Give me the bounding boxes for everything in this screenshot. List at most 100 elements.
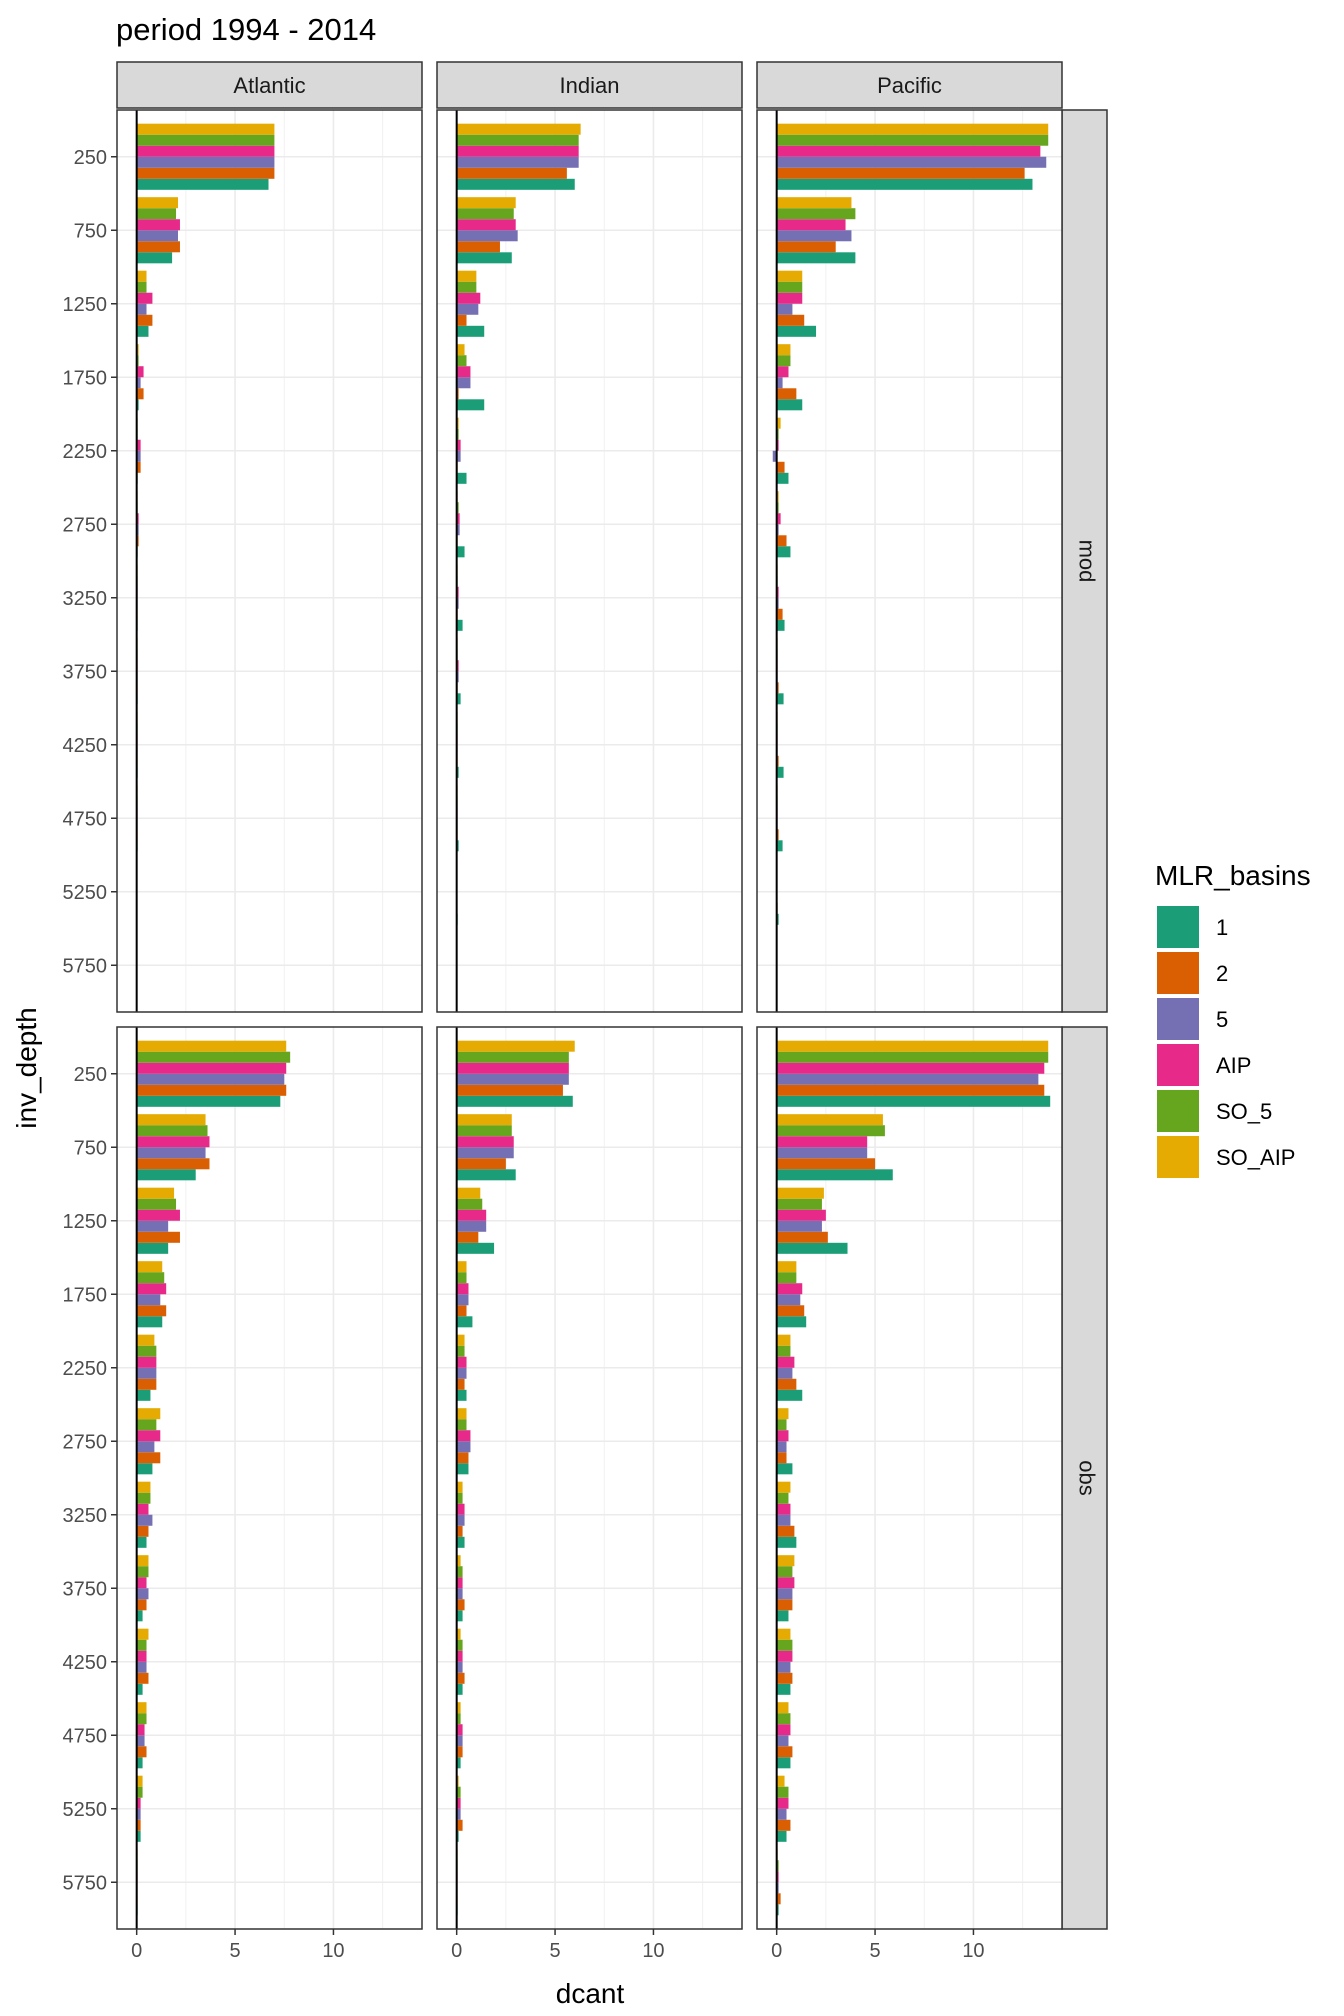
bar-5-3750 — [456, 1588, 463, 1600]
bar-5-250 — [456, 1073, 569, 1085]
bar-aip-1750 — [776, 366, 789, 378]
bar-aip-1250 — [776, 292, 803, 304]
bar-so_5-250 — [776, 1051, 1049, 1063]
bar-5-250 — [776, 156, 1047, 168]
bar-2-1750 — [136, 1305, 167, 1317]
bar-so_5-750 — [776, 1125, 885, 1137]
bar-5-250 — [456, 156, 579, 168]
bar-so_5-250 — [136, 134, 275, 146]
bar-5-2250 — [136, 450, 141, 462]
bar-1-2750 — [776, 1463, 793, 1475]
y-tick-label: 5250 — [63, 1799, 108, 1821]
bar-so_5-3250 — [456, 1492, 463, 1504]
legend-key-5 — [1157, 998, 1199, 1040]
bar-so_5-3750 — [776, 1566, 793, 1578]
bar-2-4750 — [776, 1746, 793, 1758]
bar-5-3750 — [136, 1588, 149, 1600]
bar-1-1750 — [136, 1316, 163, 1328]
bar-aip-2750 — [776, 1430, 789, 1442]
bar-1-4750 — [136, 1757, 143, 1769]
bar-5-750 — [136, 230, 178, 242]
bar-5-750 — [776, 1147, 868, 1159]
bar-1-3250 — [776, 619, 785, 631]
bar-5-2750 — [136, 1441, 155, 1453]
bar-1-2750 — [776, 546, 791, 558]
bar-5-2250 — [456, 450, 461, 462]
bar-1-750 — [776, 252, 856, 264]
bar-2-750 — [456, 241, 500, 253]
bar-1-1250 — [456, 325, 485, 337]
bar-so_aip-2250 — [136, 1334, 155, 1346]
bar-so_5-3250 — [776, 1492, 789, 1504]
bar-so_aip-1750 — [776, 344, 791, 356]
bar-aip-2750 — [456, 1430, 471, 1442]
bar-5-3250 — [776, 1514, 791, 1526]
bar-aip-1750 — [776, 1283, 803, 1295]
bar-so_aip-750 — [136, 197, 178, 209]
bar-5-2250 — [772, 450, 777, 462]
bar-so_5-5250 — [776, 1786, 789, 1798]
bar-1-5250 — [776, 1830, 787, 1842]
bar-so_5-750 — [136, 1125, 208, 1137]
bar-so_5-2750 — [776, 1419, 787, 1431]
bar-5-1250 — [776, 303, 793, 315]
bar-so_5-250 — [456, 134, 579, 146]
bar-so_aip-3750 — [456, 1555, 461, 1567]
bar-aip-2750 — [456, 513, 460, 525]
bar-2-2750 — [776, 535, 787, 547]
y-tick-label: 1250 — [63, 294, 108, 316]
x-tick-label: 0 — [451, 1940, 462, 1962]
bar-1-3750 — [776, 693, 784, 705]
bar-so_5-4250 — [776, 1639, 793, 1651]
facet-strip-indian — [436, 61, 743, 109]
bar-1-3250 — [456, 619, 463, 631]
bar-so_5-250 — [136, 1051, 291, 1063]
panel-pacific-mod — [756, 109, 1063, 1013]
y-tick-label: 250 — [74, 1064, 107, 1086]
bar-so_5-250 — [776, 134, 1049, 146]
bar-2-1250 — [456, 314, 467, 326]
legend-key-so_5 — [1157, 1090, 1199, 1132]
bar-1-4250 — [456, 1683, 463, 1695]
bar-aip-4250 — [136, 1650, 147, 1662]
facet-strip-atlantic — [116, 61, 423, 109]
bar-so_aip-1750 — [136, 1261, 163, 1273]
y-tick-label: 5750 — [63, 955, 108, 977]
bar-5-3250 — [136, 1514, 153, 1526]
y-tick-label: 5250 — [63, 882, 108, 904]
bar-so_aip-250 — [456, 1040, 575, 1052]
y-tick-label: 3750 — [63, 1578, 108, 1600]
bar-1-4250 — [776, 1683, 791, 1695]
bar-so_aip-1250 — [456, 270, 477, 282]
panel-border — [756, 109, 1063, 1013]
bar-2-3750 — [456, 1599, 465, 1611]
bar-aip-2250 — [456, 439, 461, 451]
bar-2-750 — [136, 241, 180, 253]
bar-5-1250 — [456, 1220, 487, 1232]
bar-2-250 — [456, 167, 567, 179]
facet-label-pacific: Pacific — [877, 73, 942, 98]
bar-aip-1250 — [456, 1209, 487, 1221]
bar-1-2250 — [136, 1389, 151, 1401]
bar-aip-1750 — [136, 366, 144, 378]
bar-1-2250 — [776, 472, 789, 484]
bar-so_5-1750 — [136, 1272, 165, 1284]
bar-5-1250 — [136, 1220, 169, 1232]
bar-2-4750 — [456, 1746, 463, 1758]
bar-2-4750 — [136, 1746, 147, 1758]
bar-aip-250 — [456, 1062, 569, 1074]
bar-so_5-4750 — [776, 1713, 791, 1725]
bar-aip-1250 — [136, 1209, 180, 1221]
bar-5-2750 — [456, 1441, 471, 1453]
bar-1-250 — [456, 178, 575, 190]
legend-key-so_aip — [1157, 1136, 1199, 1178]
bar-so_5-5250 — [456, 1786, 461, 1798]
bar-so_5-4250 — [456, 1639, 463, 1651]
bar-2-2750 — [136, 1452, 161, 1464]
bar-2-250 — [776, 167, 1025, 179]
bar-aip-1750 — [456, 366, 471, 378]
bar-so_aip-3250 — [136, 1481, 151, 1493]
bar-so_5-1250 — [776, 1198, 822, 1210]
panel-indian-obs: 0 5 10 — [436, 1026, 743, 1962]
bar-so_aip-2750 — [136, 1408, 161, 1420]
